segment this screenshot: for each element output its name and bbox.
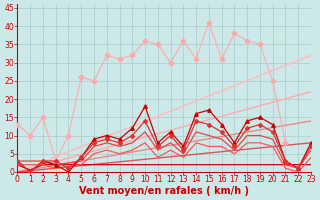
X-axis label: Vent moyen/en rafales ( km/h ): Vent moyen/en rafales ( km/h ) (79, 186, 249, 196)
